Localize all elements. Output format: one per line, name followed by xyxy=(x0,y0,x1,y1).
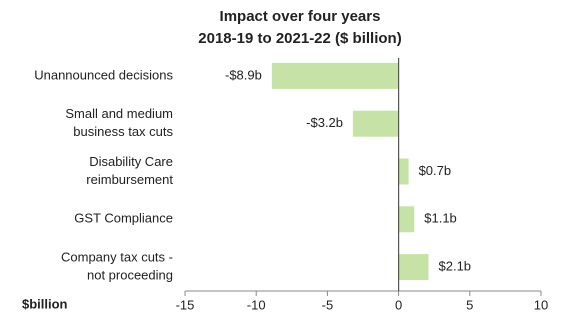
value-label: $1.1b xyxy=(424,211,457,226)
value-label: -$8.9b xyxy=(225,67,262,82)
x-tick-label: 10 xyxy=(534,297,548,312)
value-label: $0.7b xyxy=(419,163,452,178)
bar xyxy=(271,62,399,89)
x-tick-label: 5 xyxy=(466,297,473,312)
bar xyxy=(353,110,399,137)
bar xyxy=(398,254,429,281)
y-tick-label: GST Compliance xyxy=(74,211,173,226)
chart-subtitle: 2018-19 to 2021-22 ($ billion) xyxy=(198,30,401,47)
y-tick-label: reimbursement xyxy=(86,172,173,187)
x-axis-label: $billion xyxy=(22,296,68,311)
y-tick-label: business tax cuts xyxy=(73,124,173,139)
y-tick-label: Small and medium xyxy=(65,106,173,121)
y-tick-label: Disability Care xyxy=(89,154,173,169)
y-tick-label: not proceeding xyxy=(87,268,173,283)
bar xyxy=(398,158,409,185)
y-tick-label: Company tax cuts - xyxy=(61,250,173,265)
x-tick-label: -10 xyxy=(247,297,266,312)
x-tick-label: 0 xyxy=(395,297,402,312)
value-label: -$3.2b xyxy=(306,115,343,130)
chart-title: Impact over four years xyxy=(220,8,381,25)
bar xyxy=(398,206,415,233)
value-label: $2.1b xyxy=(439,259,472,274)
y-tick-label: Unannounced decisions xyxy=(34,67,173,82)
x-tick-label: -5 xyxy=(322,297,334,312)
x-tick-label: -15 xyxy=(176,297,195,312)
